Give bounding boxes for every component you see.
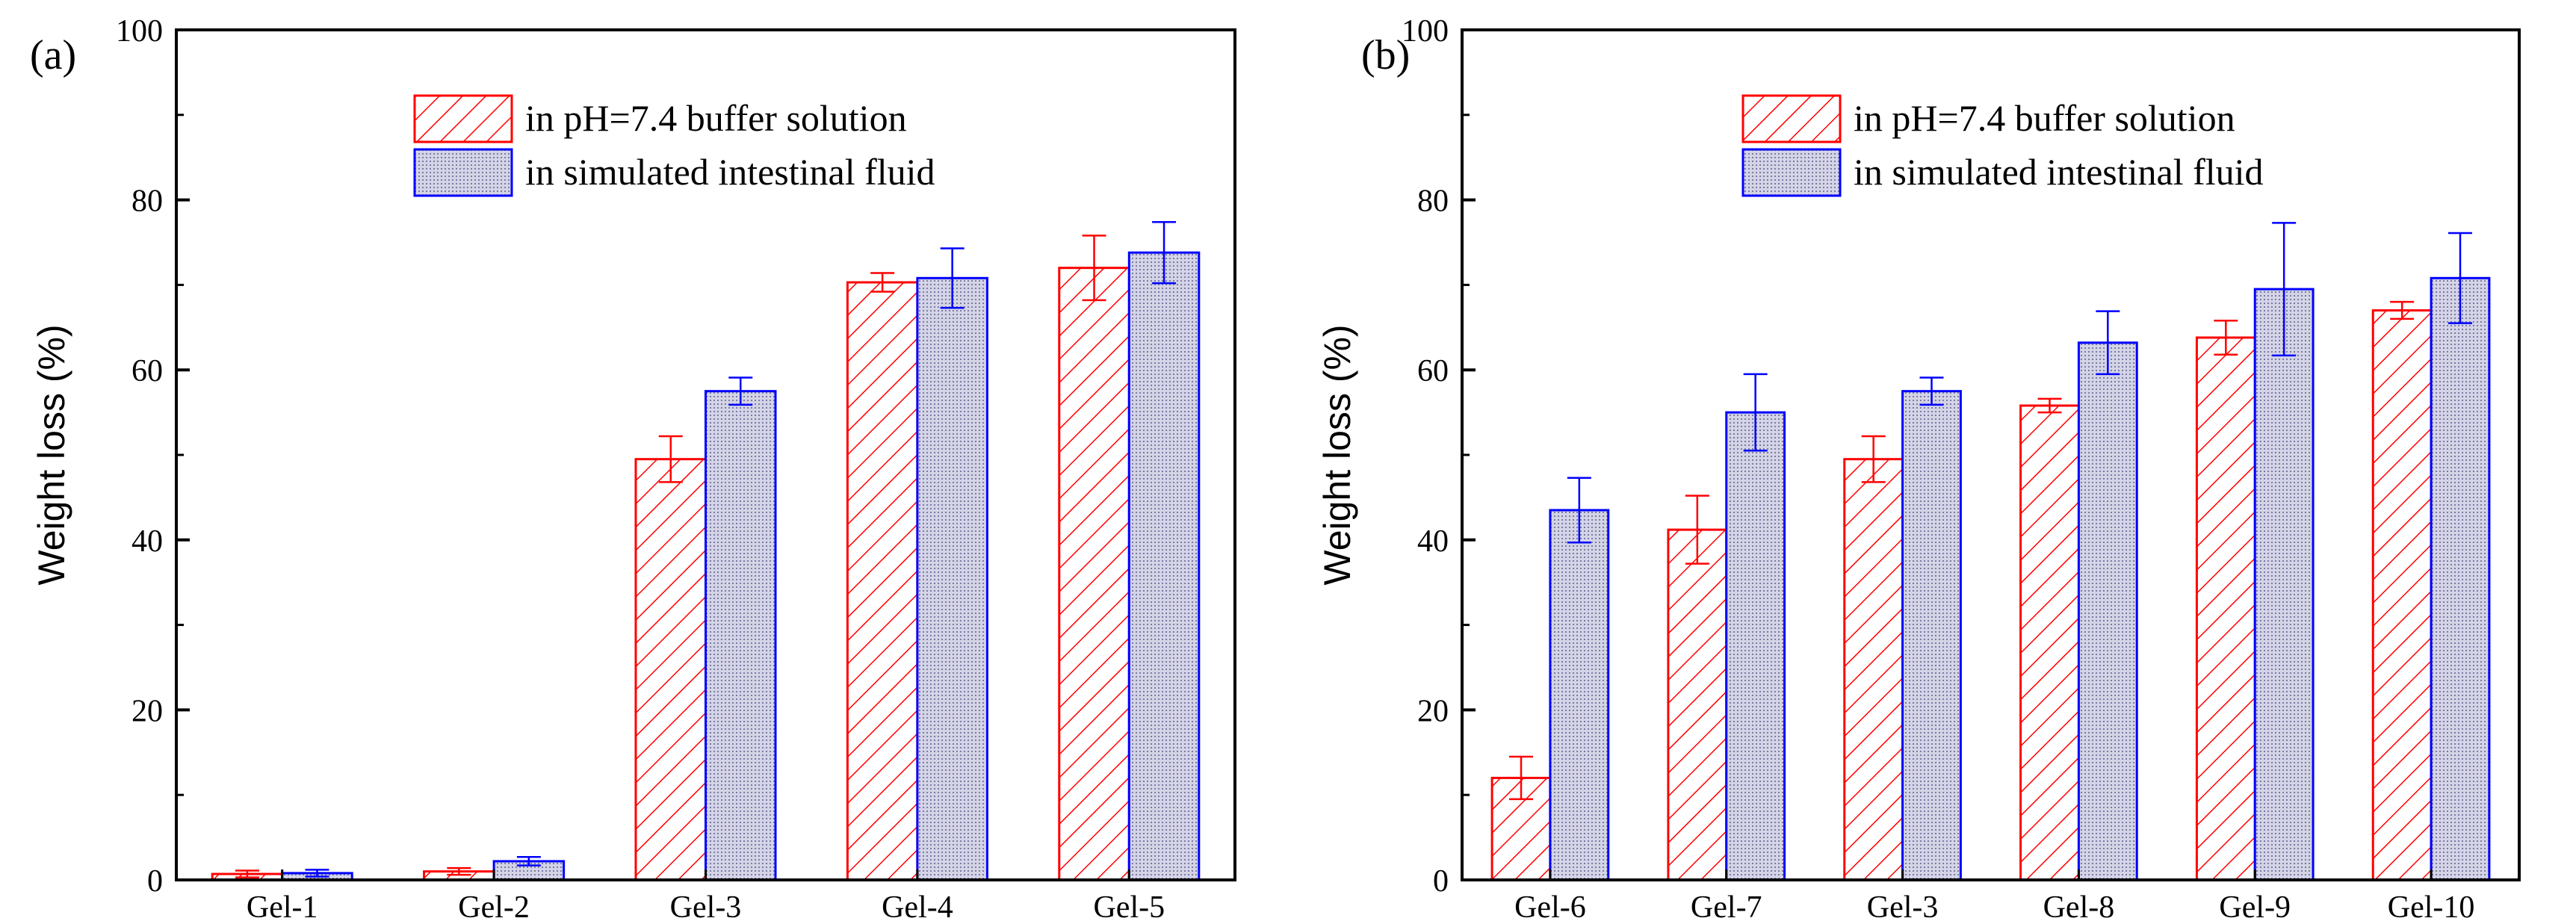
bar-intestinal-gel-4 bbox=[916, 276, 988, 881]
y-tick-label: 0 bbox=[1433, 864, 1449, 899]
y-tick-label: 80 bbox=[1417, 185, 1449, 219]
legend-label: in simulated intestinal fluid bbox=[525, 151, 935, 193]
bar-buffer-gel-3 bbox=[1843, 458, 1904, 881]
bar-buffer-gel-8 bbox=[2019, 404, 2080, 881]
x-tick-label: Gel-3 bbox=[1867, 890, 1939, 924]
x-tick-label: Gel-6 bbox=[1514, 890, 1586, 924]
legend-swatch-buffer bbox=[413, 94, 513, 143]
bar-intestinal-gel-3 bbox=[705, 390, 777, 881]
y-tick-label: 0 bbox=[147, 864, 163, 899]
bar-buffer-gel-7 bbox=[1667, 528, 1728, 881]
y-tick-label: 20 bbox=[1417, 694, 1449, 728]
y-axis-title: Weight loss (%) bbox=[31, 324, 72, 585]
y-tick-label: 100 bbox=[1402, 14, 1449, 49]
x-tick-label: Gel-7 bbox=[1691, 890, 1762, 924]
x-tick-label: Gel-4 bbox=[882, 890, 953, 924]
x-tick-label: Gel-5 bbox=[1093, 890, 1165, 924]
bar-buffer-gel-9 bbox=[2195, 336, 2256, 881]
chart-panel-a: 0 20 40 60 80 100 Gel-1 Gel-2 Gel-3 Gel-4 Gel-5 Wei… bbox=[30, 14, 1236, 924]
y-tick-label: 20 bbox=[131, 694, 163, 728]
x-tick-label: Gel-9 bbox=[2219, 890, 2291, 924]
bar-buffer-gel-10 bbox=[2371, 309, 2433, 881]
y-tick-label: 80 bbox=[131, 185, 163, 219]
panel-label: (a) bbox=[30, 32, 76, 78]
y-tick-label: 60 bbox=[131, 354, 163, 388]
bar-intestinal-gel-8 bbox=[2077, 341, 2138, 881]
x-tick-label: Gel-3 bbox=[670, 890, 742, 924]
bar-intestinal-gel-7 bbox=[1725, 411, 1786, 881]
legend-swatch-buffer bbox=[1741, 94, 1842, 143]
y-axis-title: Weight loss (%) bbox=[1316, 324, 1358, 585]
y-tick-label: 100 bbox=[116, 14, 163, 49]
x-tick-label: Gel-2 bbox=[458, 890, 530, 924]
legend-label: in pH=7.4 buffer solution bbox=[525, 97, 907, 139]
bar-intestinal-gel-3 bbox=[1901, 390, 1962, 881]
legend-swatch-intestinal bbox=[1741, 148, 1842, 197]
bar-intestinal-gel-9 bbox=[2253, 288, 2315, 881]
x-tick-label: Gel-10 bbox=[2388, 890, 2475, 924]
y-tick-label: 40 bbox=[131, 524, 163, 559]
bar-intestinal-gel-5 bbox=[1127, 251, 1201, 881]
legend-label: in simulated intestinal fluid bbox=[1854, 151, 2264, 193]
y-tick-label: 40 bbox=[1417, 524, 1449, 559]
bar-buffer-gel-3 bbox=[634, 458, 708, 881]
y-tick-label: 60 bbox=[1417, 354, 1449, 388]
x-tick-label: Gel-1 bbox=[247, 890, 318, 924]
bar-buffer-gel-5 bbox=[1058, 267, 1130, 881]
bar-intestinal-gel-10 bbox=[2430, 276, 2491, 881]
bar-buffer-gel-4 bbox=[846, 281, 919, 881]
legend-label: in pH=7.4 buffer solution bbox=[1854, 97, 2235, 139]
chart-panel-b: 0 20 40 60 80 100 Gel-6 Gel-7 Gel-3 Gel-8 Gel-9 Gel… bbox=[1316, 14, 2521, 924]
legend-swatch-intestinal bbox=[413, 148, 513, 197]
bar-intestinal-gel-6 bbox=[1549, 509, 1610, 881]
panel-label: (b) bbox=[1361, 32, 1410, 78]
x-tick-label: Gel-8 bbox=[2043, 890, 2115, 924]
